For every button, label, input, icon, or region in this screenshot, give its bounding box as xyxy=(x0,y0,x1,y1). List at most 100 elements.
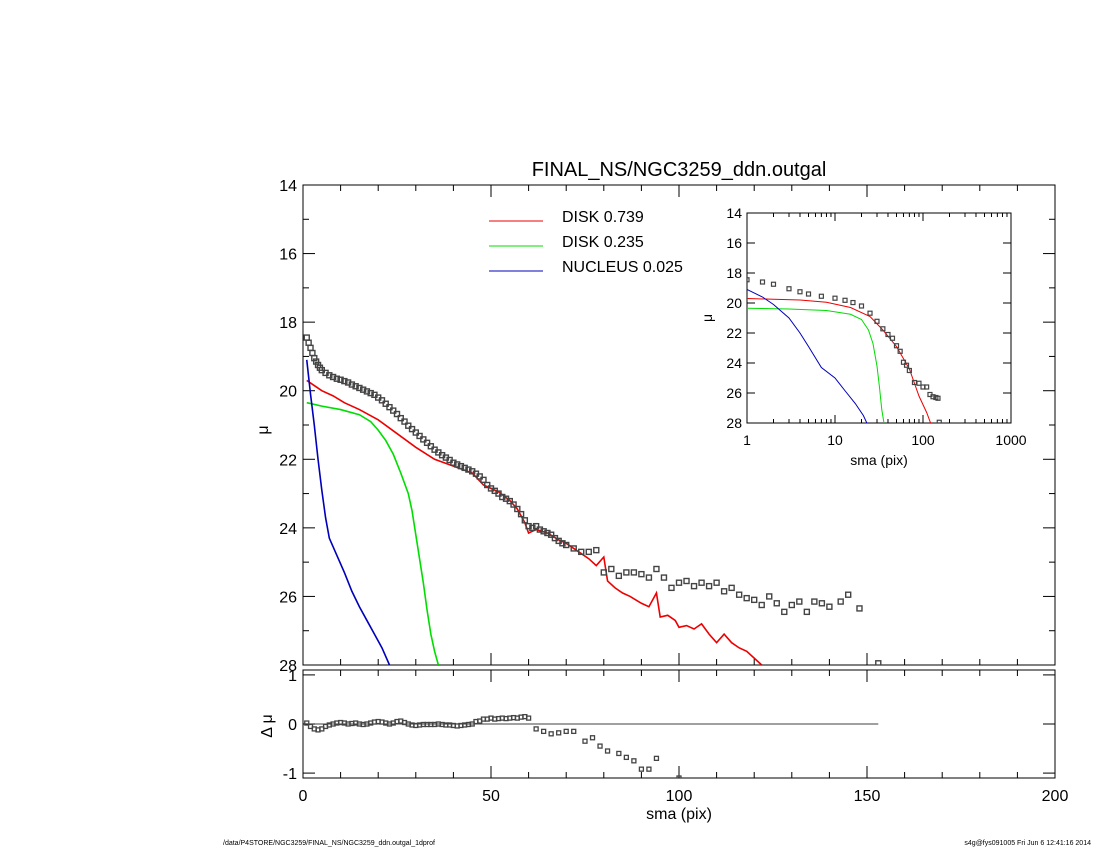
observed-point xyxy=(653,565,660,573)
inset-observed-point xyxy=(842,297,848,303)
residual-point xyxy=(653,755,660,762)
observed-point xyxy=(826,603,833,610)
residual-y-axis-label: Δ μ xyxy=(259,714,276,737)
residual-point xyxy=(525,715,532,721)
inset-observed-point xyxy=(936,419,942,423)
inset-observed-point xyxy=(889,335,896,341)
inset-observed-point xyxy=(893,343,900,349)
x-tick-label: 200 xyxy=(1042,788,1069,805)
residual-point xyxy=(304,720,310,726)
observed-point xyxy=(608,565,615,573)
observed-point xyxy=(720,588,728,595)
observed-point xyxy=(788,601,795,609)
observed-point xyxy=(521,517,529,524)
observed-point xyxy=(683,577,690,585)
chart-title: FINAL_NS/NGC3259_ddn.outgal xyxy=(532,159,827,181)
inset-observed-point xyxy=(903,362,910,368)
legend-label-disk-1: DISK 0.739 xyxy=(562,209,644,226)
observed-point xyxy=(578,548,585,556)
inset-y-tick-label: 18 xyxy=(726,265,742,281)
x-tick-label: 100 xyxy=(666,788,693,805)
observed-point xyxy=(837,598,844,605)
observed-point xyxy=(326,372,333,379)
x-tick-label: 50 xyxy=(482,788,500,805)
observed-point xyxy=(645,574,653,581)
observed-point xyxy=(735,591,743,598)
inset-observed-point xyxy=(858,303,865,309)
observed-point xyxy=(570,545,577,552)
observed-point xyxy=(532,522,540,530)
inset-observed-point xyxy=(805,291,812,297)
observed-point xyxy=(593,546,600,554)
inset-y-tick-label: 22 xyxy=(726,325,742,341)
observed-point xyxy=(525,522,532,530)
series-line-disk-1 xyxy=(306,379,763,665)
inset-y-tick-label: 16 xyxy=(726,235,742,251)
observed-point xyxy=(728,584,735,592)
inset-x-tick-label: 10 xyxy=(827,432,843,448)
legend-label-disk-2: DISK 0.235 xyxy=(562,234,644,251)
observed-point xyxy=(427,443,435,450)
observed-point xyxy=(465,466,472,473)
observed-point xyxy=(408,425,416,433)
observed-point xyxy=(450,459,457,466)
main-plot-panel: 14 16 18 20 22 24 26 28 μ xyxy=(255,178,1056,675)
observed-point xyxy=(337,376,344,383)
residual-point xyxy=(533,726,539,732)
observed-point xyxy=(675,579,683,586)
inset-series-line-nucleus-3 xyxy=(747,289,868,423)
observed-point xyxy=(333,375,341,382)
inset-y-tick-label: 20 xyxy=(726,295,742,311)
inset-y-tick-label: 28 xyxy=(726,415,742,431)
observed-point xyxy=(307,344,314,352)
observed-point xyxy=(405,422,412,429)
observed-point xyxy=(499,493,506,501)
observed-point xyxy=(796,598,803,605)
inset-x-tick-label: 1000 xyxy=(995,432,1026,448)
footer-timestamp: s4g@fys091005 Fri Jun 6 12:41:16 2014 xyxy=(964,840,1091,847)
main-y-tick-label: 14 xyxy=(279,178,297,195)
inset-observed-point xyxy=(759,279,766,285)
main-y-axis-label: μ xyxy=(255,425,272,434)
inset-observed-point xyxy=(935,395,941,401)
observed-point xyxy=(401,418,408,425)
residual-point xyxy=(616,750,622,757)
observed-point xyxy=(480,476,487,484)
observed-point xyxy=(341,377,348,385)
observed-point xyxy=(514,505,521,513)
residual-y-tick-label: 1 xyxy=(288,668,297,685)
observed-point xyxy=(547,531,555,538)
observed-point xyxy=(758,601,765,609)
observed-point xyxy=(510,501,517,508)
observed-point xyxy=(875,660,882,665)
observed-point xyxy=(630,569,638,576)
residual-point xyxy=(563,728,569,735)
observed-point xyxy=(585,548,592,556)
legend: DISK 0.739 DISK 0.235 NUCLEUS 0.025 xyxy=(489,209,683,276)
inset-x-tick-label: 100 xyxy=(911,432,935,448)
observed-point xyxy=(705,582,713,590)
inset-observed-point xyxy=(874,318,880,324)
main-y-tick-label: 18 xyxy=(279,315,297,332)
observed-point xyxy=(359,386,367,393)
observed-point xyxy=(382,400,389,407)
observed-point xyxy=(457,462,465,470)
x-tick-label: 0 xyxy=(299,788,308,805)
observed-point xyxy=(386,403,393,411)
residual-point xyxy=(604,748,611,754)
inset-observed-point xyxy=(786,286,792,292)
inset-plot-panel: 14 16 18 20 22 24 26 281 10 100 1000 sma (pix) μ xyxy=(699,205,1027,468)
main-series-group xyxy=(303,334,882,665)
series-line-disk-2 xyxy=(306,401,440,665)
observed-point xyxy=(559,540,566,547)
inset-series-line-disk-2 xyxy=(747,307,885,423)
observed-point xyxy=(766,593,773,600)
inset-observed-point xyxy=(916,380,922,386)
inset-observed-point xyxy=(924,384,930,390)
observed-point xyxy=(818,600,826,607)
residual-point xyxy=(548,731,554,737)
observed-point xyxy=(811,598,818,605)
observed-point xyxy=(390,407,397,414)
